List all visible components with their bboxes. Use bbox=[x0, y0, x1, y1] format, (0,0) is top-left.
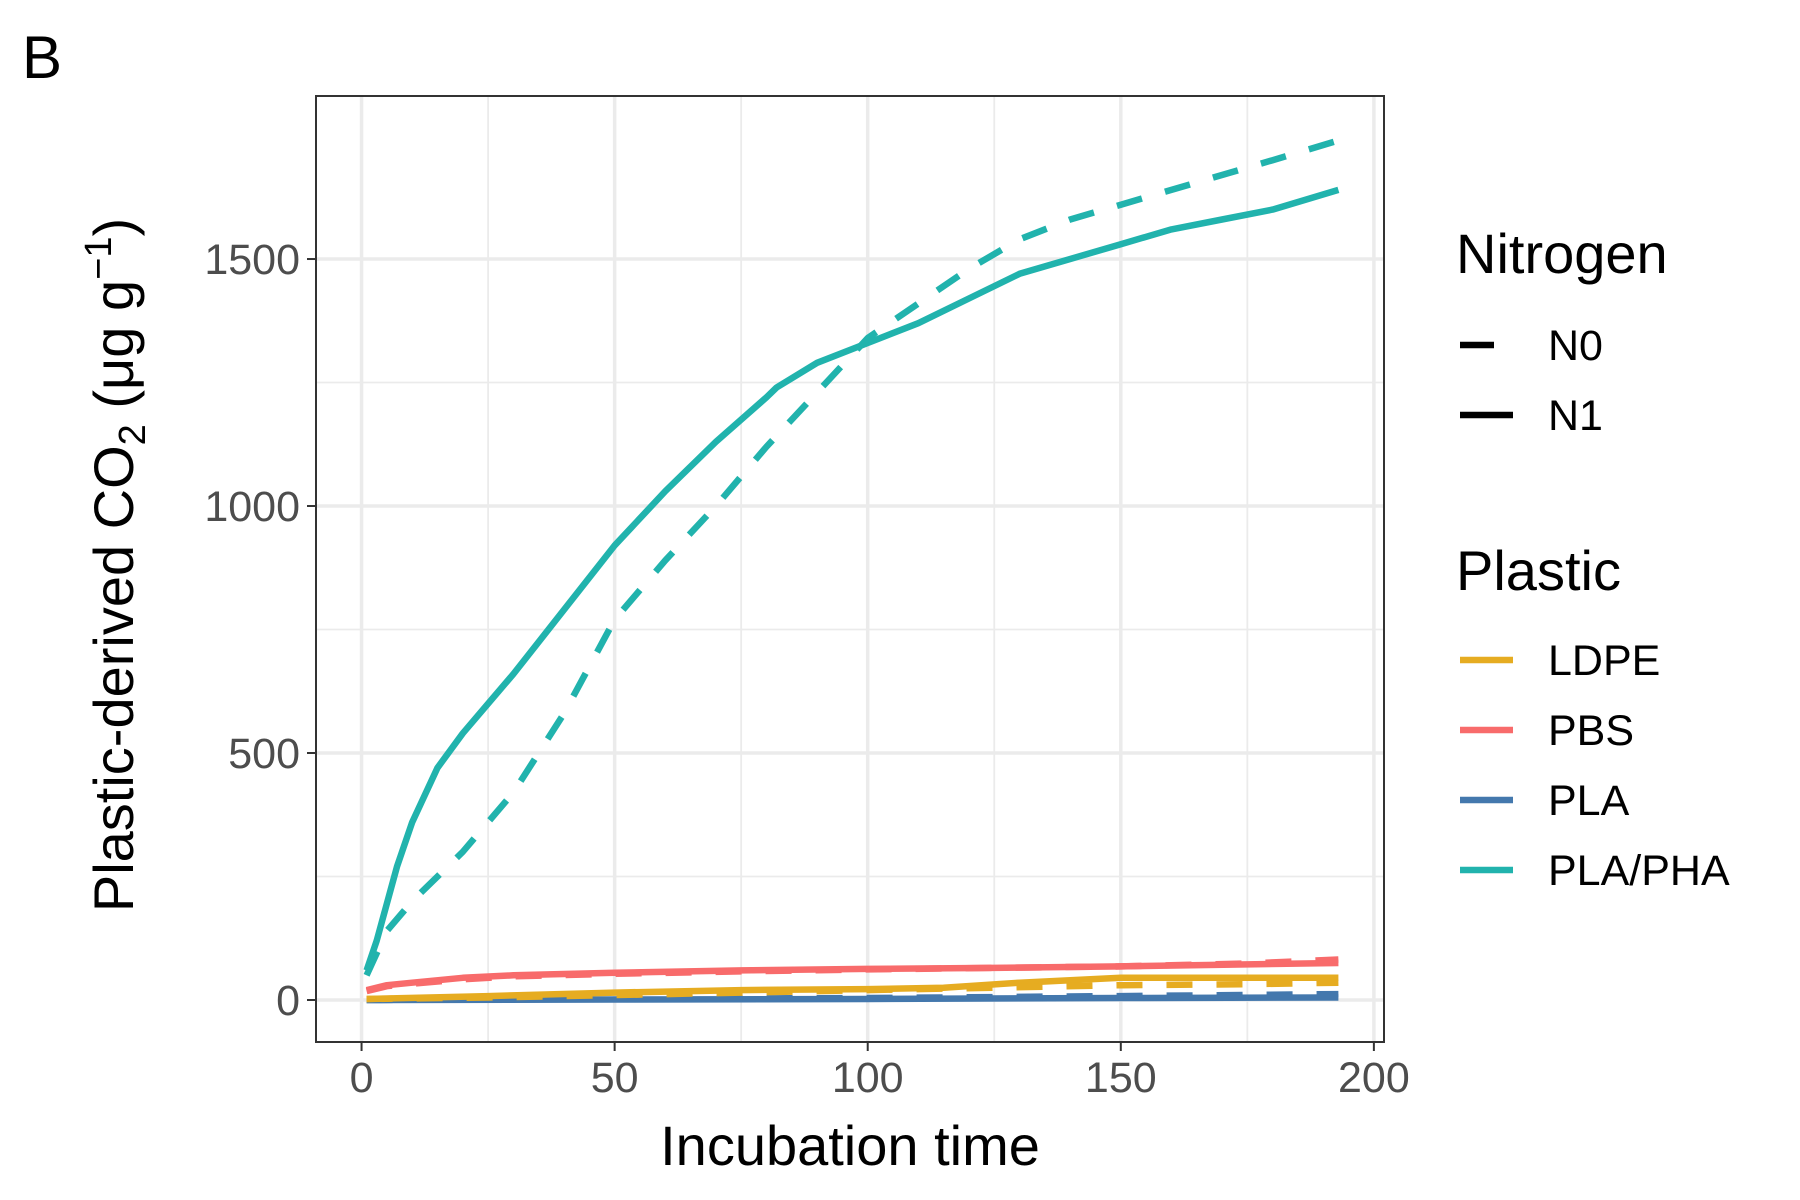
plot-panel bbox=[315, 95, 1385, 1043]
y-axis: 0 500 1000 1500 bbox=[204, 236, 316, 1025]
x-tick-label: 200 bbox=[1338, 1054, 1410, 1102]
y-axis-title-unit-open: (μg g bbox=[82, 280, 145, 424]
y-tick-label: 1500 bbox=[204, 236, 300, 284]
y-axis-title-unit-close: ) bbox=[82, 218, 145, 237]
x-axis-title: Incubation time bbox=[660, 1114, 1040, 1177]
y-axis-title-subscript: 2 bbox=[112, 424, 154, 445]
legend-label-n0: N0 bbox=[1548, 322, 1603, 370]
legend-label-n1: N1 bbox=[1548, 392, 1603, 440]
legend-label-pla: PLA bbox=[1548, 777, 1630, 825]
y-axis-title-group: Plastic-derived CO2 (μg g−1) bbox=[78, 218, 154, 912]
x-tick-label: 100 bbox=[832, 1054, 904, 1102]
y-axis-title-prefix: Plastic-derived CO bbox=[82, 445, 145, 912]
y-tick-label: 500 bbox=[228, 730, 300, 778]
panel-border bbox=[315, 95, 1385, 1043]
x-tick-label: 150 bbox=[1085, 1054, 1157, 1102]
y-tick-label: 1000 bbox=[204, 483, 300, 531]
legend-label-ldpe: LDPE bbox=[1548, 637, 1660, 685]
legend-nitrogen-title: Nitrogen bbox=[1456, 222, 1668, 285]
legend-label-pla-pha: PLA/PHA bbox=[1548, 847, 1730, 895]
legend-plastic-title: Plastic bbox=[1456, 539, 1621, 602]
panel-label: B bbox=[22, 24, 62, 91]
series-lines bbox=[363, 137, 1340, 1004]
y-tick-label: 0 bbox=[276, 977, 300, 1025]
x-axis: 0 50 100 150 200 bbox=[350, 1042, 1410, 1102]
legend-label-pbs: PBS bbox=[1548, 707, 1634, 755]
series-line-ldpe-n0 bbox=[366, 979, 1339, 1003]
legend-plastic-items: LDPE PBS PLA PLA/PHA bbox=[1460, 637, 1730, 895]
y-axis-title: Plastic-derived CO2 (μg g−1) bbox=[78, 218, 154, 912]
series-line-pla-pha-n1 bbox=[363, 186, 1340, 972]
series-line-pbs-n0 bbox=[365, 956, 1339, 995]
x-tick-label: 50 bbox=[591, 1054, 639, 1102]
y-axis-title-superscript: −1 bbox=[78, 237, 120, 280]
panel-background bbox=[316, 96, 1384, 1042]
x-tick-label: 0 bbox=[350, 1054, 374, 1102]
series-line-ldpe-n1 bbox=[366, 974, 1339, 1003]
